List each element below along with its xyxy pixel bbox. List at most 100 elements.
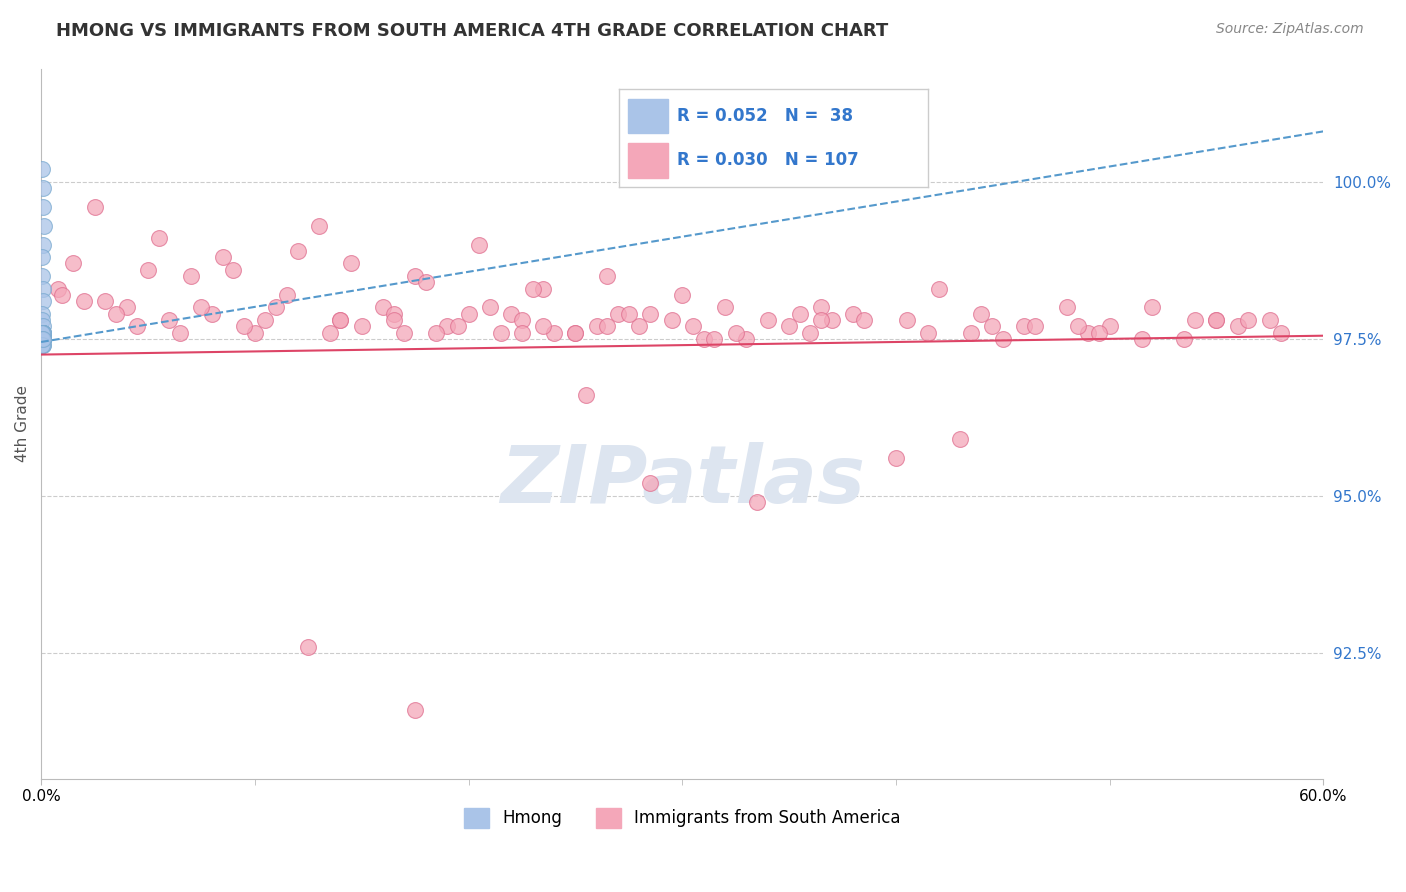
Point [852,313,875,327]
Point [329,313,352,327]
Point [32,200,55,214]
Point [778,319,800,334]
Point [447,319,470,334]
Point [1173,332,1195,346]
Point [1258,313,1281,327]
Point [31,338,53,352]
Point [510,326,533,340]
Text: Source: ZipAtlas.com: Source: ZipAtlas.com [1216,22,1364,37]
Point [703,332,725,346]
Point [638,307,661,321]
Point [1205,313,1227,327]
Point [810,301,832,315]
Point [31,250,53,264]
Point [596,268,619,283]
Point [276,288,298,302]
Point [394,326,416,340]
Point [329,313,352,327]
Point [735,332,758,346]
Point [928,281,950,295]
Point [190,301,212,315]
Point [31,338,53,352]
Point [32,281,55,295]
Point [31,332,53,346]
Point [745,495,768,509]
Point [31,326,53,340]
Point [222,262,245,277]
Point [31,332,53,346]
Point [201,307,224,321]
Point [148,231,170,245]
Point [31,332,53,346]
Point [607,307,630,321]
Point [970,307,993,321]
Point [799,326,821,340]
Point [1024,319,1046,334]
Point [415,275,437,289]
Point [31,313,53,327]
Point [1056,301,1078,315]
Y-axis label: 4th Grade: 4th Grade [15,385,30,462]
Point [564,326,586,340]
Point [671,288,693,302]
Point [543,326,565,340]
Point [46,281,69,295]
Point [810,313,832,327]
Point [340,256,363,270]
Point [308,219,330,233]
Point [51,288,73,302]
Point [31,332,53,346]
Point [617,307,640,321]
Point [564,326,586,340]
Point [1077,326,1099,340]
Point [1184,313,1206,327]
Point [73,294,96,309]
Point [991,332,1014,346]
Point [83,200,105,214]
Point [884,451,907,466]
Point [382,313,405,327]
Bar [628,143,668,178]
Point [31,338,53,352]
Point [585,319,607,334]
Point [297,640,319,654]
Point [31,326,53,340]
Point [31,332,53,346]
Point [31,332,53,346]
Point [531,319,554,334]
Point [31,332,53,346]
Point [425,326,447,340]
Point [31,332,53,346]
Text: R = 0.030   N = 107: R = 0.030 N = 107 [678,151,859,169]
Point [489,326,512,340]
Point [157,313,180,327]
Text: ZIPatlas: ZIPatlas [499,442,865,519]
Point [638,476,661,491]
Point [724,326,747,340]
Point [575,388,598,402]
Point [31,307,53,321]
Point [756,313,779,327]
Point [32,326,55,340]
Point [180,268,202,283]
Point [1088,326,1111,340]
Point [31,332,53,346]
Point [127,319,149,334]
Point [501,307,523,321]
Point [31,326,53,340]
Point [31,319,53,334]
Text: HMONG VS IMMIGRANTS FROM SOUTH AMERICA 4TH GRADE CORRELATION CHART: HMONG VS IMMIGRANTS FROM SOUTH AMERICA 4… [56,22,889,40]
Point [31,237,53,252]
Point [31,268,53,283]
Point [62,256,84,270]
Point [169,326,191,340]
Point [468,237,491,252]
Point [32,219,55,233]
Point [1226,319,1249,334]
Point [31,326,53,340]
Point [917,326,939,340]
Point [404,268,426,283]
Point [959,326,981,340]
Point [981,319,1004,334]
Point [371,301,394,315]
